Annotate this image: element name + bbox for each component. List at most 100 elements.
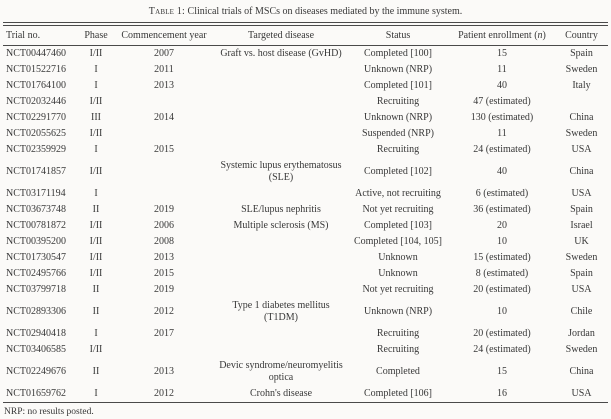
phase-cell: I/II xyxy=(89,48,103,59)
trial-no-cell: NCT01522716 xyxy=(6,64,66,75)
status-cell: Recruiting xyxy=(376,328,420,339)
table-row: NCT00447460 I/II 2007 Graft vs. host dis… xyxy=(3,46,608,63)
table-row: NCT02055625 I/II Suspended (NRP) 11 Swed… xyxy=(3,126,608,142)
trial-no-cell: NCT02359929 xyxy=(6,144,66,155)
trial-no-cell: NCT01730547 xyxy=(6,252,66,263)
phase-cell: I xyxy=(94,388,98,399)
table-caption-text: Clinical trials of MSCs on diseases medi… xyxy=(187,6,463,17)
country-cell: Sweden xyxy=(565,344,598,355)
commencement-year-cell: 2015 xyxy=(154,268,174,279)
status-cell: Recruiting xyxy=(376,96,420,107)
patient-enrollment-cell: 20 (estimated) xyxy=(473,284,531,295)
header-targeted-disease: Targeted disease xyxy=(215,26,347,46)
trial-no-cell: NCT02893306 xyxy=(6,306,66,317)
table-row: NCT02249676 II 2013 Devic syndrome/neuro… xyxy=(3,358,608,386)
commencement-year-cell: 2013 xyxy=(154,252,174,263)
status-cell: Recruiting xyxy=(376,144,420,155)
targeted-disease-cell xyxy=(215,234,347,250)
phase-cell: I/II xyxy=(89,128,103,139)
patient-enrollment-cell: 16 xyxy=(497,388,507,399)
targeted-disease-cell: Multiple sclerosis (MS) xyxy=(233,220,329,231)
country-cell: UK xyxy=(574,236,589,247)
trial-no-cell: NCT01764100 xyxy=(6,80,66,91)
phase-cell: I/II xyxy=(89,220,103,231)
status-cell: Suspended (NRP) xyxy=(362,128,434,139)
phase-cell: II xyxy=(92,204,100,215)
status-cell: Recruiting xyxy=(376,344,420,355)
status-cell: Unknown (NRP) xyxy=(363,306,433,317)
commencement-year-cell xyxy=(113,342,215,358)
trial-no-cell: NCT01659762 xyxy=(6,388,66,399)
trial-no-cell: NCT00447460 xyxy=(6,48,66,59)
country-cell: Spain xyxy=(570,268,593,279)
patient-enrollment-cell: 6 (estimated) xyxy=(475,188,529,199)
status-cell: Unknown (NRP) xyxy=(363,64,433,75)
table-row: NCT02359929 I 2015 Recruiting 24 (estima… xyxy=(3,142,608,158)
status-cell: Completed [106] xyxy=(363,388,433,399)
country-cell: Sweden xyxy=(565,128,598,139)
patient-enrollment-cell: 15 xyxy=(497,366,507,377)
targeted-disease-cell xyxy=(215,94,347,110)
commencement-year-cell xyxy=(113,94,215,110)
patient-enrollment-cell: 36 (estimated) xyxy=(473,204,531,215)
phase-cell: I/II xyxy=(89,236,103,247)
targeted-disease-cell xyxy=(215,62,347,78)
country-cell: Jordan xyxy=(568,328,595,339)
country-cell: China xyxy=(569,366,594,377)
phase-cell: III xyxy=(91,112,101,123)
country-cell: Spain xyxy=(570,204,593,215)
commencement-year-cell: 2006 xyxy=(154,220,174,231)
table-caption: Table 1: Clinical trials of MSCs on dise… xyxy=(0,0,611,20)
phase-cell: II xyxy=(92,306,100,317)
country-cell: Italy xyxy=(572,80,591,91)
table-row: NCT00395200 I/II 2008 Completed [104, 10… xyxy=(3,234,608,250)
targeted-disease-cell: Devic syndrome/neuromyelitis optica xyxy=(219,360,343,383)
targeted-disease-cell: SLE/lupus nephritis xyxy=(241,204,321,215)
phase-cell: I/II xyxy=(89,252,103,263)
trial-no-cell: NCT03799718 xyxy=(6,284,66,295)
header-trial-no: Trial no. xyxy=(3,26,79,46)
country-cell: USA xyxy=(571,188,592,199)
targeted-disease-cell xyxy=(215,282,347,298)
patient-enrollment-cell: 15 xyxy=(497,48,507,59)
targeted-disease-cell: Type 1 diabetes mellitus (T1DM) xyxy=(232,300,330,323)
patient-enrollment-cell: 20 (estimated) xyxy=(473,328,531,339)
table-row: NCT02032446 I/II Recruiting 47 (estimate… xyxy=(3,94,608,110)
header-enrollment-suffix: ) xyxy=(542,30,546,41)
trial-no-cell: NCT03406585 xyxy=(6,344,66,355)
targeted-disease-cell xyxy=(215,110,347,126)
table-row: NCT02291770 III 2014 Unknown (NRP) 130 (… xyxy=(3,110,608,126)
country-cell: China xyxy=(569,112,594,123)
table-row: NCT01730547 I/II 2013 Unknown 15 (estima… xyxy=(3,250,608,266)
targeted-disease-cell xyxy=(215,266,347,282)
targeted-disease-cell xyxy=(215,142,347,158)
targeted-disease-cell xyxy=(215,78,347,94)
patient-enrollment-cell: 11 xyxy=(497,128,507,139)
commencement-year-cell: 2019 xyxy=(154,204,174,215)
table-row: NCT02940418 I 2017 Recruiting 20 (estima… xyxy=(3,326,608,342)
country-cell: Chile xyxy=(570,306,593,317)
targeted-disease-cell xyxy=(215,342,347,358)
patient-enrollment-cell: 10 xyxy=(497,306,507,317)
commencement-year-cell: 2014 xyxy=(154,112,174,123)
patient-enrollment-cell: 10 xyxy=(497,236,507,247)
status-cell: Completed [104, 105] xyxy=(353,236,443,247)
status-cell: Completed [103] xyxy=(363,220,433,231)
patient-enrollment-cell: 15 (estimated) xyxy=(473,252,531,263)
table-row: NCT01659762 I 2012 Crohn's disease Compl… xyxy=(3,386,608,403)
country-cell: USA xyxy=(571,388,592,399)
country-cell: Spain xyxy=(570,48,593,59)
country-cell: Israel xyxy=(570,220,593,231)
clinical-trials-table: Trial no. Phase Commencement year Target… xyxy=(3,26,608,403)
commencement-year-cell xyxy=(113,158,215,186)
commencement-year-cell: 2017 xyxy=(154,328,174,339)
phase-cell: I/II xyxy=(89,96,103,107)
header-commencement-year: Commencement year xyxy=(113,26,215,46)
patient-enrollment-cell: 40 xyxy=(497,166,507,177)
phase-cell: I xyxy=(94,328,98,339)
commencement-year-cell: 2013 xyxy=(154,80,174,91)
status-cell: Active, not recruiting xyxy=(355,188,441,199)
patient-enrollment-cell: 24 (estimated) xyxy=(473,344,531,355)
phase-cell: I xyxy=(94,188,98,199)
